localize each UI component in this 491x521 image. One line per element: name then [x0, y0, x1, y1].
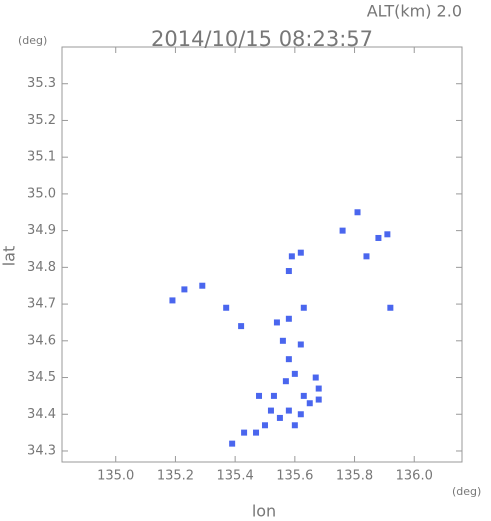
x-tick-label: 136.0: [396, 469, 433, 484]
echo-point: [375, 234, 382, 241]
echo-point: [300, 304, 307, 311]
y-unit: (deg): [18, 34, 47, 47]
echo-point: [363, 253, 370, 260]
x-tick-label: 135.8: [336, 469, 373, 484]
echo-point: [285, 356, 292, 363]
y-tick-label: 35.0: [27, 186, 56, 201]
y-tick-label: 35.1: [27, 150, 56, 165]
echo-point: [291, 422, 298, 429]
echo-point: [169, 297, 176, 304]
echo-point: [279, 337, 286, 344]
echo-point: [253, 429, 260, 436]
x-tick-label: 135.0: [97, 469, 134, 484]
echo-point: [300, 392, 307, 399]
echo-point: [297, 249, 304, 256]
echo-point: [267, 407, 274, 414]
echo-point: [297, 411, 304, 418]
echo-point: [285, 268, 292, 275]
echo-point: [273, 319, 280, 326]
y-tick-label: 35.3: [27, 76, 56, 91]
echo-point: [276, 414, 283, 421]
y-tick-label: 34.9: [27, 223, 56, 238]
echo-point: [315, 385, 322, 392]
y-tick-label: 34.4: [27, 407, 56, 422]
x-tick-label: 135.2: [157, 469, 194, 484]
echo-point: [256, 392, 263, 399]
echo-point: [315, 396, 322, 403]
echo-point: [291, 370, 298, 377]
chart-title: 2014/10/15 08:23:57: [151, 27, 373, 51]
x-axis-label: lon: [252, 502, 276, 521]
y-tick-label: 34.7: [27, 297, 56, 312]
plot-frame: [61, 46, 463, 463]
x-unit: (deg): [452, 485, 481, 498]
echo-point: [241, 429, 248, 436]
y-axis-label: lat: [0, 246, 19, 267]
echo-point: [312, 374, 319, 381]
altitude-label: ALT(km) 2.0: [367, 2, 462, 21]
echo-point: [285, 407, 292, 414]
echo-point: [181, 286, 188, 293]
echo-point: [297, 341, 304, 348]
y-tick-label: 35.2: [27, 113, 56, 128]
x-tick-label: 135.6: [276, 469, 313, 484]
echo-point: [384, 231, 391, 238]
echo-point: [387, 304, 394, 311]
echo-point: [288, 253, 295, 260]
echo-point: [199, 282, 206, 289]
echo-point: [270, 392, 277, 399]
echo-point: [285, 315, 292, 322]
y-tick-label: 34.6: [27, 333, 56, 348]
x-tick-label: 135.4: [217, 469, 254, 484]
echo-point: [229, 440, 236, 447]
echo-point: [223, 304, 230, 311]
y-tick-label: 34.3: [27, 443, 56, 458]
echo-point: [238, 323, 245, 330]
echo-point: [261, 422, 268, 429]
echo-point: [282, 378, 289, 385]
echo-point: [339, 227, 346, 234]
echo-point: [306, 400, 313, 407]
y-tick-label: 34.5: [27, 370, 56, 385]
echo-point: [354, 209, 361, 216]
y-tick-label: 34.8: [27, 260, 56, 275]
